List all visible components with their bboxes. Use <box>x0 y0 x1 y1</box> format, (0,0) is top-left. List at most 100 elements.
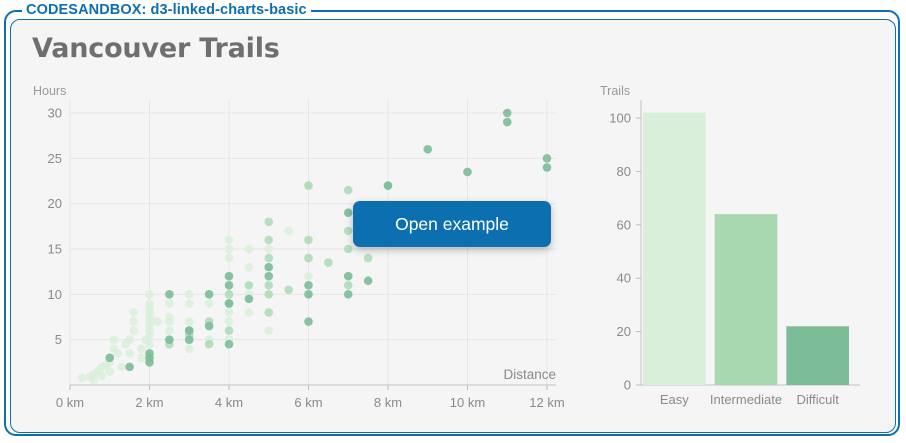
scatter-point[interactable] <box>244 244 254 254</box>
scatter-point[interactable] <box>264 235 274 245</box>
scatter-point[interactable] <box>343 280 353 290</box>
y-tick-label: 20 <box>617 324 631 339</box>
scatter-point[interactable] <box>165 326 174 335</box>
page-title: Vancouver Trails <box>32 33 280 64</box>
scatter-point[interactable] <box>304 317 313 326</box>
scatter-point[interactable] <box>224 280 234 290</box>
scatter-point[interactable] <box>343 244 353 254</box>
scatter-point[interactable] <box>125 335 134 344</box>
scatter-point[interactable] <box>304 235 313 245</box>
scatter-point[interactable] <box>264 217 274 227</box>
scatter-point[interactable] <box>184 317 194 326</box>
scatter-point[interactable] <box>244 262 254 272</box>
scatter-point[interactable] <box>324 258 333 267</box>
scatter-point[interactable] <box>165 335 174 344</box>
scatter-point[interactable] <box>244 294 254 304</box>
scatter-point[interactable] <box>224 299 234 308</box>
scatter-point[interactable] <box>97 371 107 381</box>
scatter-point[interactable] <box>224 317 234 326</box>
scatter-point[interactable] <box>224 339 234 349</box>
scatter-point[interactable] <box>304 181 313 190</box>
scatter-point[interactable] <box>129 326 138 335</box>
scatter-point[interactable] <box>89 376 99 385</box>
scatter-point[interactable] <box>145 339 154 349</box>
scatter-point[interactable] <box>363 253 373 263</box>
scatter-point[interactable] <box>145 299 154 308</box>
scatter-point[interactable] <box>145 290 154 299</box>
scatter-point[interactable] <box>184 335 194 344</box>
scatter-point[interactable] <box>145 348 154 358</box>
scatter-point[interactable] <box>77 373 87 383</box>
scatter-point[interactable] <box>145 358 154 367</box>
scatter-point[interactable] <box>542 163 552 172</box>
scatter-point[interactable] <box>264 244 274 254</box>
scatter-point[interactable] <box>343 185 353 195</box>
scatter-point[interactable] <box>363 276 373 286</box>
scatter-point[interactable] <box>463 167 472 177</box>
scatter-point[interactable] <box>264 262 274 272</box>
scatter-point[interactable] <box>117 362 126 372</box>
scatter-point[interactable] <box>184 290 194 299</box>
scatter-point[interactable] <box>224 326 234 335</box>
scatter-point[interactable] <box>113 348 122 358</box>
scatter-point[interactable] <box>184 344 194 354</box>
sandbox-label[interactable]: CODESANDBOX: d3-linked-charts-basic <box>22 1 311 19</box>
scatter-point[interactable] <box>137 353 146 363</box>
scatter-point[interactable] <box>165 290 174 299</box>
scatter-point[interactable] <box>284 226 293 236</box>
scatter-point[interactable] <box>423 144 433 154</box>
scatter-point[interactable] <box>125 362 134 372</box>
scatter-point[interactable] <box>165 299 174 308</box>
y-axis-title: Hours <box>33 84 66 98</box>
scatter-point[interactable] <box>304 290 313 299</box>
scatter-point[interactable] <box>264 253 274 263</box>
scatter-point[interactable] <box>224 271 234 281</box>
scatter-point[interactable] <box>542 154 552 163</box>
scatter-point[interactable] <box>304 280 313 290</box>
scatter-point[interactable] <box>284 285 293 295</box>
scatter-point[interactable] <box>264 326 274 335</box>
scatter-point[interactable] <box>343 226 353 236</box>
scatter-point[interactable] <box>264 290 274 299</box>
scatter-point[interactable] <box>129 308 138 317</box>
scatter-point[interactable] <box>383 181 393 190</box>
scatter-point[interactable] <box>224 290 234 299</box>
bar-intermediate[interactable] <box>714 214 778 385</box>
scatter-point[interactable] <box>244 280 254 290</box>
scatter-point[interactable] <box>304 271 313 281</box>
scatter-point[interactable] <box>224 253 234 263</box>
scatter-point[interactable] <box>224 308 234 317</box>
scatter-point[interactable] <box>153 317 162 326</box>
scatter-point[interactable] <box>105 367 115 376</box>
scatter-point[interactable] <box>224 244 234 254</box>
scatter-point[interactable] <box>105 353 115 363</box>
scatter-point[interactable] <box>502 117 512 127</box>
scatter-point[interactable] <box>264 280 274 290</box>
sandbox-frame <box>4 10 900 436</box>
scatter-point[interactable] <box>343 290 353 299</box>
scatter-point[interactable] <box>125 348 134 358</box>
scatter-point[interactable] <box>137 344 146 354</box>
scatter-point[interactable] <box>184 326 194 335</box>
scatter-point[interactable] <box>165 312 174 322</box>
scatter-point[interactable] <box>502 108 512 118</box>
scatter-point[interactable] <box>264 308 274 317</box>
scatter-point[interactable] <box>264 271 274 281</box>
scatter-point[interactable] <box>304 253 313 263</box>
scatter-point[interactable] <box>343 208 353 218</box>
scatter-point[interactable] <box>204 299 214 308</box>
scatter-point[interactable] <box>204 290 214 299</box>
scatter-point[interactable] <box>204 339 214 349</box>
scatter-point[interactable] <box>224 235 234 245</box>
bar-easy[interactable] <box>643 112 706 385</box>
x-tick-label: 0 km <box>56 395 84 410</box>
open-example-button[interactable]: Open example <box>353 201 551 247</box>
bar-difficult[interactable] <box>786 326 849 385</box>
scatter-point[interactable] <box>204 321 214 331</box>
scatter-point[interactable] <box>129 317 138 326</box>
x-axis-title: Distance <box>503 367 556 382</box>
scatter-point[interactable] <box>109 335 119 344</box>
scatter-point[interactable] <box>244 308 254 317</box>
scatter-point[interactable] <box>184 299 194 308</box>
scatter-point[interactable] <box>343 271 353 281</box>
